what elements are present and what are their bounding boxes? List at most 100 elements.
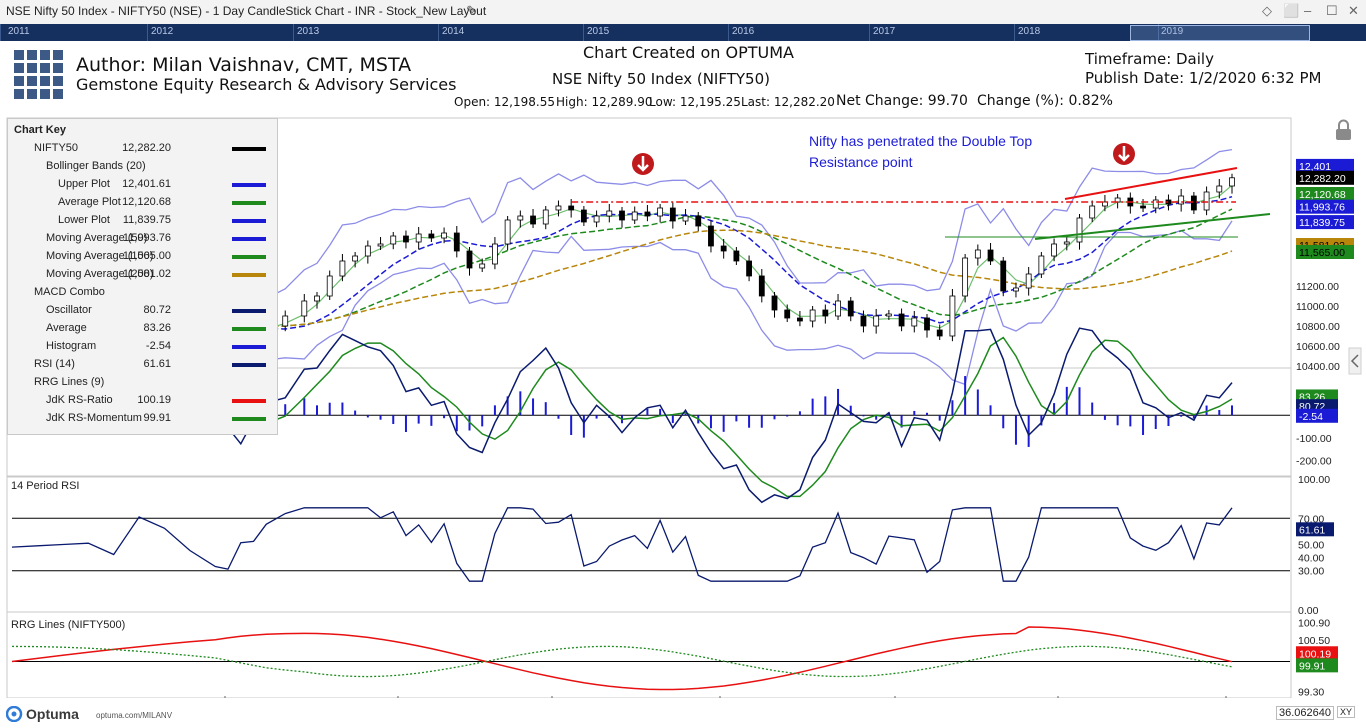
chart-key-row[interactable]: Moving Average (200) 11,581.02 xyxy=(8,266,277,284)
xy-readout: 36.062640 xyxy=(1276,706,1334,720)
chart-key-row[interactable]: JdK RS-Ratio 100.19 xyxy=(8,392,277,410)
chart-key-label: Average xyxy=(46,322,87,334)
candle-body xyxy=(708,225,714,247)
chart-key-row[interactable]: MACD Combo xyxy=(8,284,277,302)
timeline-window-handle[interactable] xyxy=(1130,25,1310,41)
rsi-axis-tag xyxy=(1296,522,1334,537)
price-axis-tag xyxy=(1296,215,1354,230)
price-axis-tag xyxy=(1296,187,1354,201)
annotation-line-1: Nifty has penetrated the Double Top xyxy=(809,133,1032,149)
chart-key-value: 11,993.76 xyxy=(122,232,171,244)
lock-icon[interactable] xyxy=(1336,119,1351,141)
logo-icon xyxy=(14,50,64,100)
candle-body xyxy=(835,300,841,317)
close-icon[interactable]: ✕ xyxy=(1348,3,1359,18)
footer-bar: Optuma optuma.com/MILANV 36.062640 XY xyxy=(0,698,1366,728)
chart-key-value: 12,401.61 xyxy=(122,178,171,190)
chart-key-swatch xyxy=(232,363,266,367)
brand-name: Optuma xyxy=(26,706,79,722)
candle-body xyxy=(479,263,486,269)
maximize-icon[interactable]: ☐ xyxy=(1326,3,1338,18)
chart-key-row[interactable]: RRG Lines (9) xyxy=(8,374,277,392)
timeline-navigator[interactable]: 2011 2012 2013 2014 2015 2016 2017 2018 … xyxy=(0,24,1366,41)
publish-date-text: Publish Date: 1/2/2020 6:32 PM xyxy=(1085,69,1322,87)
chart-key-row[interactable]: Upper Plot 12,401.61 xyxy=(8,176,277,194)
chart-key-row[interactable]: Lower Plot 11,839.75 xyxy=(8,212,277,230)
candle-body xyxy=(949,295,956,337)
bollinger-average-line xyxy=(11,184,1233,336)
company-text: Gemstone Equity Research & Advisory Serv… xyxy=(76,75,457,94)
timeline-year: 2013 xyxy=(297,26,320,37)
timeline-year: 2017 xyxy=(873,26,896,37)
chart-key-label: RSI (14) xyxy=(34,358,75,370)
rs-ratio-line xyxy=(11,626,1233,691)
chart-key-value: 80.72 xyxy=(143,304,171,316)
rsi-y-tick: 100.00 xyxy=(1298,474,1330,486)
candle-body xyxy=(428,233,435,239)
pin-icon[interactable]: ◇ xyxy=(1262,3,1272,18)
chart-key-row[interactable]: NIFTY50 12,282.20 xyxy=(8,140,277,158)
xy-toggle-button[interactable]: XY xyxy=(1337,706,1356,718)
rrg-axis-tag-label: 100.19 xyxy=(1299,648,1331,660)
side-panel-toggle-icon[interactable] xyxy=(1348,347,1362,375)
candle-body xyxy=(314,295,320,302)
chart-key-row[interactable]: Oscillator 80.72 xyxy=(8,302,277,320)
ma200-line xyxy=(11,229,1233,328)
restore-icon[interactable]: ⬜ xyxy=(1283,3,1300,18)
chart-key-row[interactable]: Bollinger Bands (20) xyxy=(8,158,277,176)
macd-oscillator-line xyxy=(11,327,1233,504)
price-axis-tag-label: 11,993.76 xyxy=(1299,202,1345,214)
candle-body xyxy=(377,243,384,247)
chart-key-title: Chart Key xyxy=(14,124,66,136)
open-value: Open: 12,198.55 xyxy=(454,95,555,109)
candle-body xyxy=(695,215,702,227)
created-text: Chart Created on OPTUMA xyxy=(583,43,794,62)
chart-key-label: MACD Combo xyxy=(34,286,105,298)
rrg-axis-tag xyxy=(1296,658,1338,673)
chart-key[interactable]: Chart Key NIFTY50 12,282.20 Bollinger Band… xyxy=(7,118,278,435)
chart-key-row[interactable]: Average Plot 12,120.68 xyxy=(8,194,277,212)
minimize-icon[interactable]: – xyxy=(1304,3,1312,18)
candle-body xyxy=(1140,205,1146,209)
candle-body xyxy=(771,295,778,311)
price-y-tick: 11200.00 xyxy=(1296,281,1339,293)
candle-body xyxy=(1013,287,1019,292)
chart-key-row[interactable]: Histogram -2.54 xyxy=(8,338,277,356)
candle-body xyxy=(669,207,676,222)
chart-key-row[interactable]: JdK RS-Momentum 99.91 xyxy=(8,410,277,428)
edit-title-icon[interactable]: ✎ xyxy=(466,3,477,18)
chart-key-label: JdK RS-Ratio xyxy=(46,394,113,406)
price-axis-tag-label: 11,839.75 xyxy=(1299,217,1345,229)
chart-key-row[interactable]: RSI (14) 61.61 xyxy=(8,356,277,374)
candle-body xyxy=(326,275,333,297)
candle-body xyxy=(631,211,638,221)
candle-body xyxy=(873,315,880,327)
candle-body xyxy=(644,211,651,217)
candle-body xyxy=(530,215,536,225)
rsi-line xyxy=(11,507,1233,582)
candle-body xyxy=(352,255,359,262)
chart-key-label: Moving Average (50) xyxy=(46,232,148,244)
net-change-value: Net Change: 99.70 xyxy=(836,93,968,109)
chart-key-value: 12,120.68 xyxy=(122,196,171,208)
candle-body xyxy=(415,233,422,243)
rrg-y-tick: 100.90 xyxy=(1298,618,1330,630)
chart-key-row[interactable]: Moving Average (100) 11,565.00 xyxy=(8,248,277,266)
chart-key-label: Moving Average (100) xyxy=(46,250,154,262)
change-pct-value: Change (%): 0.82% xyxy=(977,93,1113,109)
rsi-axis-tag-label: 61.61 xyxy=(1299,524,1325,536)
rrg-panel xyxy=(11,626,1290,691)
candle-body xyxy=(847,300,854,317)
candle-body xyxy=(1190,195,1197,211)
chart-key-row[interactable]: Moving Average (50) 11,993.76 xyxy=(8,230,277,248)
candle-body xyxy=(797,317,803,322)
chart-key-value: 83.26 xyxy=(143,322,171,334)
chart-key-row[interactable]: Average 83.26 xyxy=(8,320,277,338)
candle-body xyxy=(657,207,664,217)
candle-body xyxy=(593,215,600,223)
chart-key-label: Upper Plot xyxy=(58,178,110,190)
chart-key-swatch xyxy=(232,345,266,349)
rsi-y-tick: 50.00 xyxy=(1298,540,1324,552)
candle-body xyxy=(1102,201,1108,207)
price-y-tick: 11000.00 xyxy=(1296,301,1339,313)
